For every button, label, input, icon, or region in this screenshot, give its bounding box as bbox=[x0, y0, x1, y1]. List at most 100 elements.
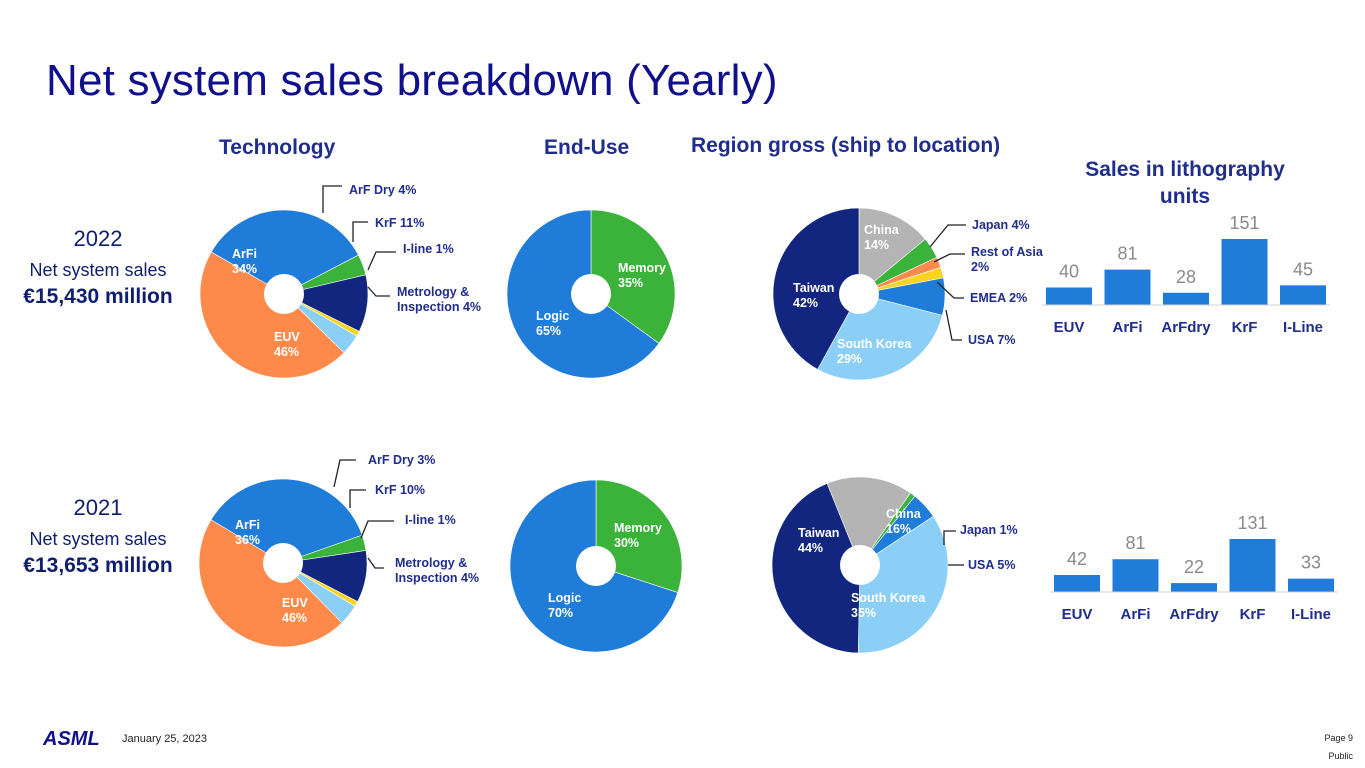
slice-label-line: 16% bbox=[886, 522, 911, 536]
slice-label-line: 46% bbox=[282, 611, 307, 625]
slice-label-line: ArFi bbox=[232, 247, 257, 261]
year-label: 2022 bbox=[73, 226, 123, 251]
bar-category-label: I-Line bbox=[1283, 319, 1323, 336]
technology-header: Technology bbox=[219, 136, 336, 159]
leader-line bbox=[360, 520, 394, 539]
pie-slice-memory-2021 bbox=[595, 479, 683, 593]
leader-line bbox=[322, 185, 342, 213]
bar-category-label: KrF bbox=[1240, 606, 1266, 623]
pie-slice-arfi-2021 bbox=[210, 478, 363, 564]
bar-arfdry-2022 bbox=[1163, 292, 1209, 305]
bar-category-label: EUV bbox=[1054, 319, 1085, 336]
slice-label-line: South Korea bbox=[837, 337, 912, 351]
slice-label-japan: Japan 4% bbox=[972, 218, 1030, 232]
slice-label-line: Memory bbox=[618, 261, 666, 275]
slice-label-usa: USA 7% bbox=[968, 333, 1015, 347]
page-title: Net system sales breakdown (Yearly) bbox=[46, 56, 778, 105]
region-header: Region gross (ship to location) bbox=[691, 134, 1001, 157]
slice-label-line: 2% bbox=[971, 260, 989, 274]
bar-value-label: 28 bbox=[1176, 267, 1196, 287]
leader-line bbox=[929, 224, 966, 248]
bar-arfdry-2021 bbox=[1171, 583, 1217, 592]
slice-label-euv: EUV 46% bbox=[282, 596, 308, 625]
slice-label-line: Inspection 4% bbox=[395, 571, 479, 585]
slice-label-line: KrF 11% bbox=[375, 216, 424, 230]
bar-value-label: 131 bbox=[1237, 513, 1267, 533]
year-summary-2021: 2021 Net system sales €13,653 million bbox=[14, 495, 182, 578]
slice-label-line: USA 7% bbox=[968, 333, 1015, 347]
pie-slice-south-korea-2021 bbox=[857, 515, 949, 654]
slice-label-line: EUV bbox=[274, 330, 300, 344]
pie-slice-euv-2022 bbox=[199, 251, 345, 379]
slice-label-line: 46% bbox=[274, 345, 299, 359]
slice-label-line: KrF 10% bbox=[375, 483, 425, 497]
slice-label-line: 65% bbox=[536, 324, 561, 338]
bar-value-label: 81 bbox=[1125, 533, 1145, 553]
bar-category-label: ArFdry bbox=[1161, 319, 1211, 336]
slice-label-line: Taiwan bbox=[793, 281, 834, 295]
end-use-header: End-Use bbox=[544, 136, 630, 159]
slice-label-line: 42% bbox=[793, 296, 818, 310]
asml-logo: ASML bbox=[43, 728, 100, 749]
slice-label-line: Japan 4% bbox=[972, 218, 1030, 232]
bar-category-label: EUV bbox=[1062, 606, 1093, 623]
net-sales-amount: €15,430 million bbox=[23, 285, 173, 308]
leader-line bbox=[933, 253, 965, 263]
bar-i-line-2022 bbox=[1280, 285, 1326, 305]
pie-slice-south-korea-2022 bbox=[817, 293, 943, 381]
slice-label-line: 70% bbox=[548, 606, 573, 620]
slice-label-line: Metrology & bbox=[395, 556, 467, 570]
slice-label-line: Memory bbox=[614, 521, 662, 535]
pie-slice-china-2021 bbox=[826, 476, 911, 566]
slice-label-memory: Memory 35% bbox=[618, 261, 666, 290]
slice-label-logic: Logic 70% bbox=[548, 591, 581, 620]
year-label: 2021 bbox=[73, 495, 123, 520]
slice-label-china: China 16% bbox=[886, 507, 922, 536]
bar-value-label: 33 bbox=[1301, 553, 1321, 573]
units-header-line2: units bbox=[1159, 185, 1211, 208]
slice-label-south-korea: South Korea 29% bbox=[837, 337, 912, 366]
slice-label-line: I-line 1% bbox=[405, 513, 456, 527]
bar-category-label: ArFi bbox=[1113, 319, 1143, 336]
slice-label-line: ArFi bbox=[235, 518, 260, 532]
leader-line bbox=[349, 489, 366, 508]
bar-category-label: KrF bbox=[1232, 319, 1258, 336]
slice-label-memory: Memory 30% bbox=[614, 521, 662, 550]
bar-arfi-2022 bbox=[1104, 269, 1151, 305]
bar-krf-2022 bbox=[1221, 239, 1268, 305]
pie-center-hole bbox=[264, 274, 304, 314]
slice-label-line: Taiwan bbox=[798, 526, 839, 540]
slice-label-euv: EUV 46% bbox=[274, 330, 300, 359]
slice-label-line: 30% bbox=[614, 536, 639, 550]
leader-line bbox=[943, 530, 956, 545]
slice-label-line: 36% bbox=[235, 533, 260, 547]
leader-line bbox=[367, 557, 384, 569]
footer-date: January 25, 2023 bbox=[122, 733, 208, 745]
pie-slice-memory-2022 bbox=[590, 209, 676, 344]
bar-category-label: ArFi bbox=[1121, 606, 1151, 623]
slice-label-line: EMEA 2% bbox=[970, 291, 1027, 305]
leader-line bbox=[367, 251, 396, 271]
pie-center-hole bbox=[839, 274, 879, 314]
slice-label-line: USA 5% bbox=[968, 558, 1015, 572]
slice-label-taiwan: Taiwan 44% bbox=[798, 526, 839, 555]
slice-label-line: Metrology & bbox=[397, 285, 469, 299]
slice-label-arfi: ArFi 34% bbox=[232, 247, 257, 276]
pie-center-hole bbox=[571, 274, 611, 314]
slice-label-usa: USA 5% bbox=[968, 558, 1015, 572]
net-sales-amount: €13,653 million bbox=[23, 554, 173, 577]
slice-label-line: China bbox=[864, 223, 900, 237]
leader-line bbox=[352, 221, 368, 242]
slice-label-line: ArF Dry 4% bbox=[349, 183, 416, 197]
classification-label: Public bbox=[1328, 751, 1353, 761]
slice-label-line: Logic bbox=[536, 309, 569, 323]
pie-center-hole bbox=[263, 543, 303, 583]
bar-value-label: 151 bbox=[1229, 213, 1259, 233]
net-sales-label: Net system sales bbox=[29, 260, 167, 280]
bar-category-label: ArFdry bbox=[1169, 606, 1219, 623]
pie-slice-china-2022 bbox=[858, 207, 926, 295]
bar-value-label: 22 bbox=[1184, 557, 1204, 577]
slice-label-line: Inspection 4% bbox=[397, 300, 481, 314]
pie-slice-taiwan-2022 bbox=[772, 207, 860, 370]
